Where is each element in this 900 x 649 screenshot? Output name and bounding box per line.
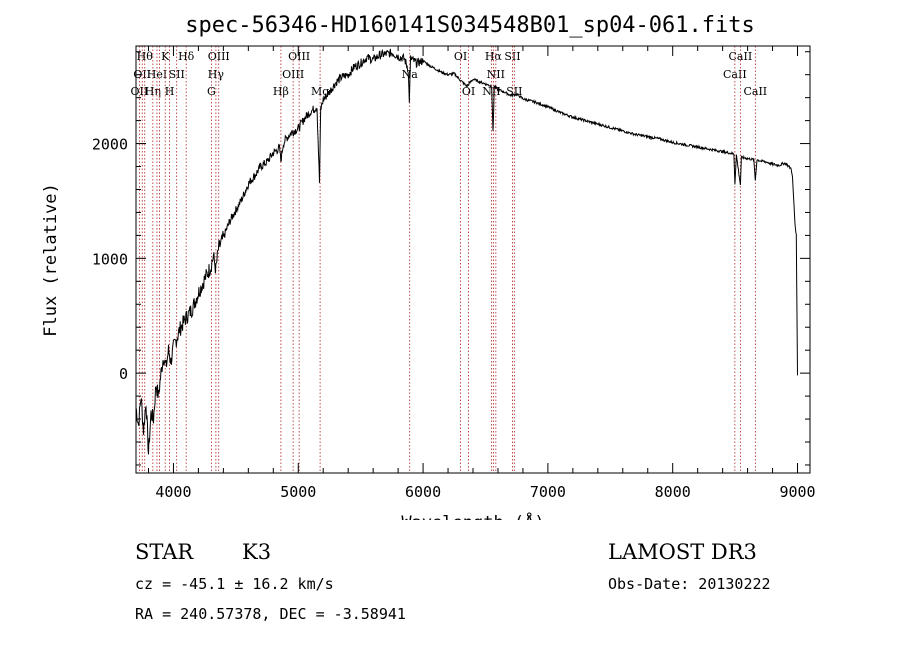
chart-title: spec-56346-HD160141S034548B01_sp04-061.f… (185, 13, 755, 38)
spectral-line-label: OII (133, 68, 151, 81)
x-axis-label: Wavelength (Å) (401, 511, 544, 520)
series-layer (135, 48, 798, 455)
spectral-line-label: Hδ (178, 50, 195, 63)
x-axis: 4000 5000 6000 7000 8000 9000 (147, 46, 816, 501)
x-tick-label: 6000 (405, 483, 441, 501)
x-tick-label: 4000 (155, 483, 191, 501)
spectral-line-label: NII (487, 68, 505, 81)
x-tick-label: 9000 (779, 483, 815, 501)
y-axis: 0 1000 2000 (92, 51, 810, 466)
y-tick-label: 2000 (92, 136, 128, 154)
spectral-line-label: OII (131, 85, 149, 98)
flux-series-line (135, 48, 798, 455)
spectral-line-label: CaII (723, 68, 747, 81)
x-tick-label: 7000 (530, 483, 566, 501)
x-tick-label: 8000 (655, 483, 691, 501)
spectral-line-label: Hα (485, 50, 503, 63)
plot-frame (135, 45, 811, 474)
y-tick-label: 1000 (92, 250, 128, 268)
y-axis-label: Flux (relative) (41, 183, 61, 337)
spectral-line-label: Mg (311, 85, 329, 98)
spectral-line-label: CaII (729, 50, 753, 63)
spectral-line-label: OIII (288, 50, 310, 63)
spectral-line-label: Hη (145, 85, 161, 98)
spectral-line-label: OI (462, 85, 475, 98)
survey-name: LAMOST DR3 (608, 540, 757, 564)
spectral-line-label: G (207, 85, 216, 98)
coordinates: RA = 240.57378, DEC = -3.58941 (135, 605, 406, 623)
y-tick-label: 0 (119, 365, 128, 383)
spectral-line-label: K (161, 50, 170, 63)
spectral-line-label: SII (504, 50, 520, 63)
object-subclass: K3 (242, 540, 272, 564)
spectral-line-label: Hβ (273, 85, 289, 98)
spectral-line-label: OIII (282, 68, 304, 81)
object-class: STAR (135, 540, 194, 564)
spectral-line-label: HeI (147, 68, 167, 81)
spectral-line-label: Hθ (137, 50, 154, 63)
spectral-line-label: OI (454, 50, 467, 63)
spectral-line-label: Hγ (208, 68, 225, 81)
obs-date: Obs-Date: 20130222 (608, 575, 771, 593)
spectral-line-label: SII (169, 68, 185, 81)
spectral-line-label: H (165, 85, 175, 98)
spectrum-chart: spec-56346-HD160141S034548B01_sp04-061.f… (41, 13, 816, 520)
spectral-lines-layer: OII OII Hθ Hη HeI K H SII Hδ G Hγ OIII Hβ OIII OIII Mg N… (131, 46, 767, 473)
x-tick-label: 5000 (280, 483, 316, 501)
spectral-line-label: CaII (743, 85, 767, 98)
spectral-line-label: OIII (208, 50, 230, 63)
redshift-readout: cz = -45.1 ± 16.2 km/s (135, 575, 334, 593)
